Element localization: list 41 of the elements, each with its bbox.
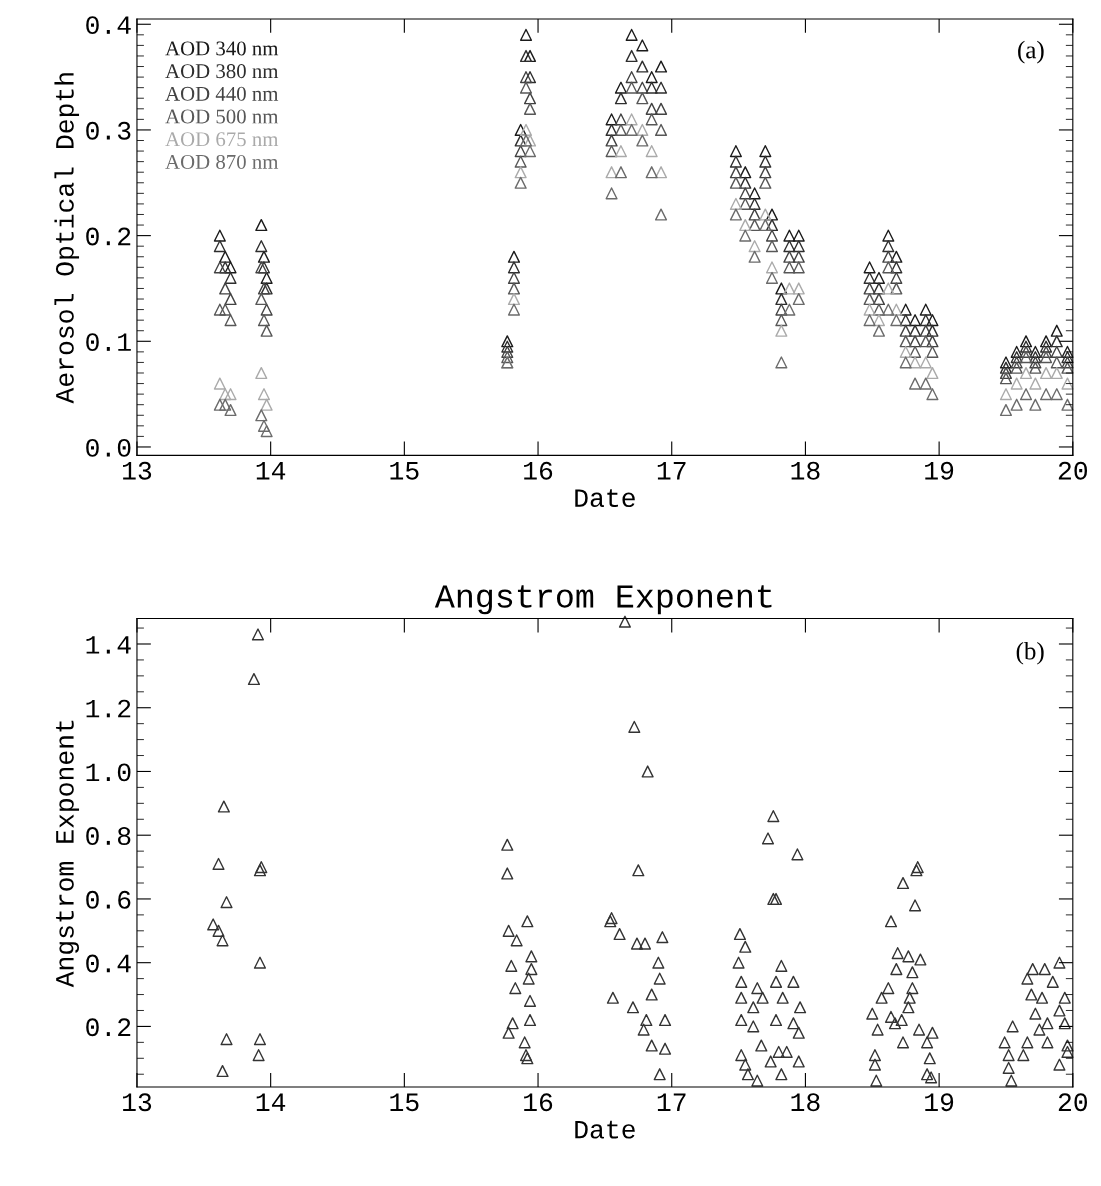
x-tick-label: 14	[256, 462, 286, 480]
x-tick-label: 18	[791, 461, 820, 480]
y-tick-label: 0.2	[86, 227, 131, 246]
x-axis-title: Date	[575, 1120, 635, 1139]
text: AOD 380 nm	[165, 64, 279, 79]
x-tick-label: 17	[657, 462, 686, 480]
x-tick-label: 18	[791, 1093, 820, 1112]
text: AOD 340 nm	[165, 41, 279, 56]
y-tick-label: 1.2	[86, 699, 131, 718]
x-tick-label: 19	[925, 461, 954, 480]
x-tick-label: 13	[123, 1093, 152, 1112]
y-tick-label: 0.6	[86, 890, 131, 909]
text: AOD 440 nm	[165, 86, 279, 101]
x-tick-label: 13	[123, 461, 152, 480]
text: AOD 675 nm	[165, 132, 279, 147]
annotation: (b)	[1016, 641, 1044, 665]
x-tick-label: 17	[657, 1093, 686, 1111]
y-axis-title: Aerosol Optical Depth	[54, 73, 80, 404]
text: AOD 500 nm	[165, 109, 279, 124]
y-axis-title: Angstrom Exponent	[55, 720, 80, 988]
chart-title: Angstrom Exponent	[434, 585, 772, 615]
x-axis-title: Date	[575, 489, 635, 508]
y-tick-label: 0.1	[86, 333, 131, 352]
x-tick-label: 15	[390, 462, 419, 480]
y-tick-label: 1.0	[86, 763, 131, 782]
y-tick-label: 0.2	[86, 1018, 131, 1037]
x-tick-label: 16	[524, 461, 553, 480]
y-tick-label: 0.4	[86, 954, 131, 973]
x-tick-label: 14	[256, 1093, 286, 1111]
y-tick-label: 0.3	[86, 121, 131, 140]
x-tick-label: 16	[524, 1093, 553, 1112]
y-tick-label: 1.4	[86, 636, 131, 654]
x-tick-label: 20	[1058, 1093, 1088, 1112]
x-tick-label: 15	[390, 1093, 419, 1112]
y-tick-label: 0.0	[86, 438, 131, 457]
annotation: (a)	[1018, 40, 1044, 64]
y-tick-label: 0.4	[86, 16, 131, 35]
y-tick-label: 0.8	[86, 827, 131, 846]
text: AOD 870 nm	[165, 154, 279, 169]
x-tick-label: 19	[925, 1093, 954, 1112]
x-tick-label: 20	[1058, 461, 1088, 480]
